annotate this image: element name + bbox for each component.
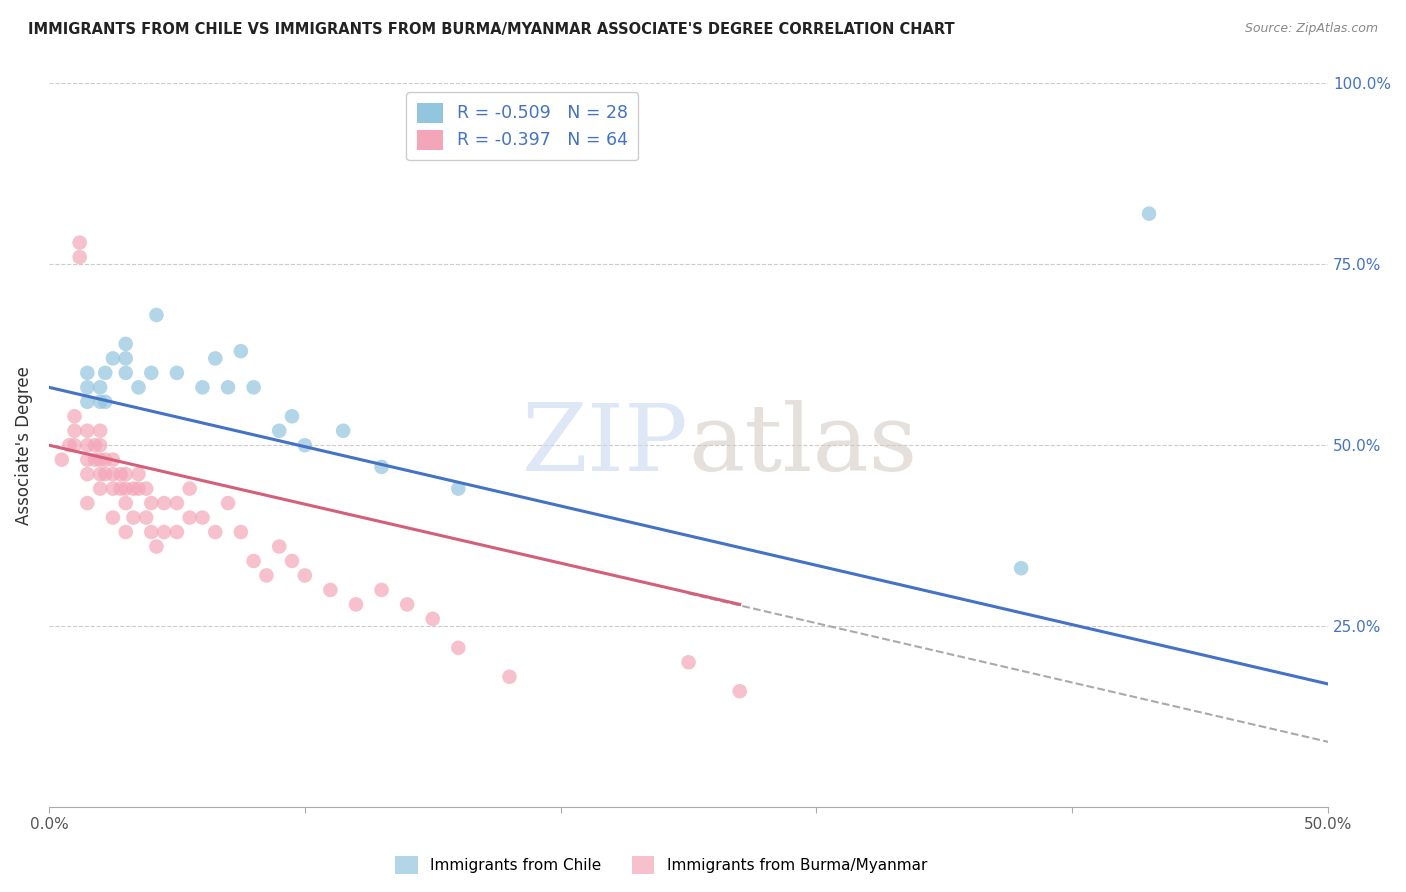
Point [141,524,163,539]
Point [122,510,145,524]
Point [370,582,392,597]
Text: atlas: atlas [689,401,918,491]
Point [89,424,111,438]
Point [89,452,111,467]
Point [63,409,86,424]
Point [145,308,167,322]
Point [191,510,214,524]
Point [166,496,188,510]
Legend: R = -0.509   N = 28, R = -0.397   N = 64: R = -0.509 N = 28, R = -0.397 N = 64 [406,92,638,160]
Text: Source: ZipAtlas.com: Source: ZipAtlas.com [1244,22,1378,36]
Point [76,366,98,380]
Point [254,568,277,582]
Point [128,380,150,394]
Point [94,366,117,380]
Point [319,582,342,597]
Point [114,351,136,366]
Point [153,524,176,539]
Point [69,250,91,264]
Point [281,409,304,424]
Point [229,344,252,359]
Point [166,366,188,380]
Point [89,380,111,394]
Point [498,670,520,684]
Y-axis label: Associate's Degree: Associate's Degree [15,366,32,524]
Point [114,337,136,351]
Point [101,351,124,366]
Point [101,452,124,467]
Point [76,424,98,438]
Point [145,540,167,554]
Point [69,235,91,250]
Point [101,482,124,496]
Point [153,496,176,510]
Point [84,452,107,467]
Point [678,655,700,669]
Point [191,380,214,394]
Point [76,380,98,394]
Point [94,452,117,467]
Point [242,554,264,568]
Point [370,459,392,474]
Point [63,438,86,452]
Legend: Immigrants from Chile, Immigrants from Burma/Myanmar: Immigrants from Chile, Immigrants from B… [388,850,934,880]
Point [76,496,98,510]
Point [94,467,117,482]
Point [63,424,86,438]
Point [51,452,73,467]
Point [84,438,107,452]
Point [179,482,201,496]
Point [94,394,117,409]
Point [89,467,111,482]
Point [89,394,111,409]
Point [344,598,367,612]
Point [396,598,419,612]
Point [422,612,444,626]
Point [110,482,132,496]
Point [114,524,136,539]
Point [76,452,98,467]
Point [114,366,136,380]
Point [269,540,291,554]
Point [135,482,157,496]
Point [110,467,132,482]
Text: IMMIGRANTS FROM CHILE VS IMMIGRANTS FROM BURMA/MYANMAR ASSOCIATE'S DEGREE CORREL: IMMIGRANTS FROM CHILE VS IMMIGRANTS FROM… [28,22,955,37]
Point [58,438,80,452]
Point [114,482,136,496]
Point [135,510,157,524]
Point [1010,561,1032,575]
Point [242,380,264,394]
Point [122,482,145,496]
Point [166,524,188,539]
Point [76,394,98,409]
Point [447,640,470,655]
Point [141,366,163,380]
Point [229,524,252,539]
Point [141,496,163,510]
Point [128,467,150,482]
Point [1137,207,1160,221]
Point [217,380,239,394]
Point [76,438,98,452]
Point [447,482,470,496]
Point [204,524,226,539]
Point [332,424,354,438]
Point [89,438,111,452]
Point [728,684,751,698]
Point [76,467,98,482]
Point [101,510,124,524]
Point [89,482,111,496]
Point [294,568,316,582]
Point [217,496,239,510]
Point [128,482,150,496]
Point [294,438,316,452]
Point [114,467,136,482]
Point [281,554,304,568]
Point [179,510,201,524]
Text: ZIP: ZIP [522,401,689,491]
Point [101,467,124,482]
Point [114,496,136,510]
Point [204,351,226,366]
Point [269,424,291,438]
